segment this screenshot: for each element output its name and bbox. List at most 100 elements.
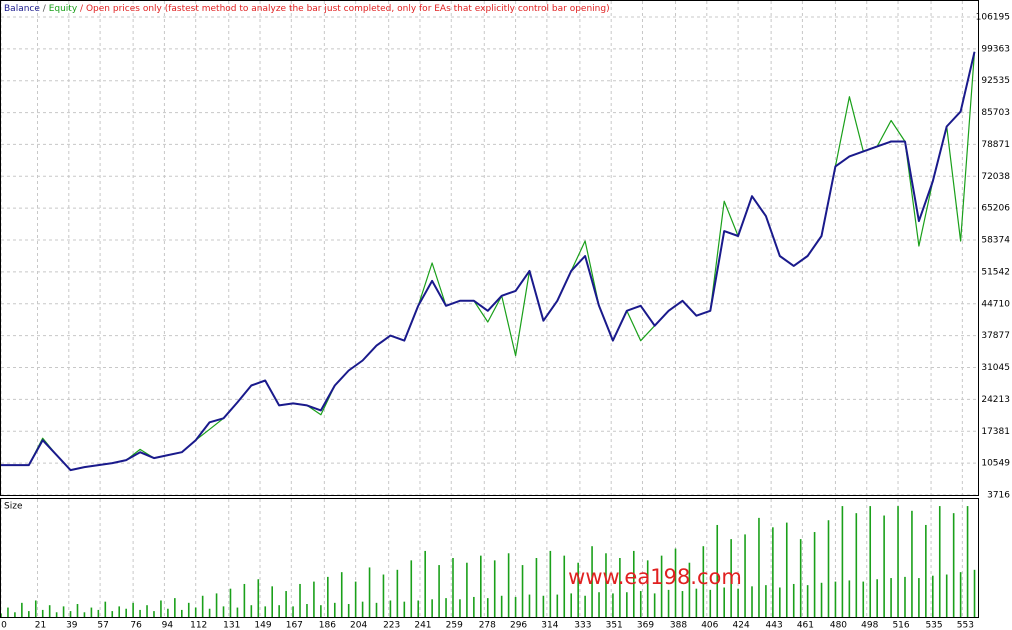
size-bar	[466, 562, 468, 617]
size-bar	[514, 596, 517, 617]
size-bar	[709, 589, 712, 617]
y-tick-label: 37877	[981, 331, 1010, 341]
size-bar	[932, 575, 934, 617]
size-bar	[723, 587, 725, 617]
size-bar	[765, 585, 767, 617]
size-frame	[0, 498, 979, 618]
size-bar	[772, 527, 774, 617]
size-bar	[619, 558, 621, 617]
size-bar	[306, 604, 308, 617]
size-bar	[243, 583, 246, 617]
legend-equity: Equity	[49, 4, 78, 14]
size-bar	[883, 515, 885, 617]
size-bar	[799, 539, 802, 617]
size-bar	[584, 595, 586, 617]
size-bar	[167, 608, 169, 617]
y-tick-label: 99363	[981, 44, 1010, 54]
x-tick-label: 39	[66, 621, 78, 630]
size-bar	[445, 598, 447, 617]
separator: /	[80, 4, 84, 14]
size-bar	[354, 581, 357, 617]
x-tick-label: 204	[350, 621, 367, 630]
y-tick-label: 51542	[981, 267, 1010, 277]
x-tick-label: 57	[97, 621, 108, 630]
size-bar	[62, 606, 65, 617]
size-bar	[347, 604, 350, 617]
size-bar	[153, 611, 155, 617]
size-bar	[855, 513, 858, 617]
size-bar	[702, 546, 705, 617]
size-bar	[925, 524, 927, 617]
y-tick-label: 65206	[981, 204, 1010, 214]
size-bar	[452, 558, 454, 617]
size-bar	[674, 548, 677, 617]
size-bar	[653, 593, 656, 617]
size-bar	[480, 555, 482, 617]
main-frame	[0, 0, 979, 496]
size-bar	[632, 550, 635, 617]
size-bar	[382, 574, 385, 617]
x-tick-label: 314	[541, 621, 558, 630]
size-bar	[333, 602, 336, 617]
size-bar	[327, 576, 329, 617]
size-bar	[187, 602, 190, 617]
size-bar	[493, 560, 496, 617]
size-bar	[834, 581, 837, 617]
size-bar	[556, 594, 559, 617]
size-bar	[890, 578, 892, 617]
size-bar	[660, 555, 663, 617]
size-bar	[626, 592, 628, 617]
size-bar	[375, 602, 378, 617]
size-bar	[222, 606, 225, 617]
size-bar	[848, 580, 851, 617]
size-bar	[7, 607, 9, 617]
x-tick-label: 333	[574, 621, 591, 630]
size-bar	[959, 572, 962, 617]
size-bar	[41, 609, 44, 617]
y-tick-label: 72038	[981, 172, 1010, 182]
y-tick-label: 10549	[981, 459, 1010, 469]
size-bar	[194, 607, 197, 617]
legend: Balance / Equity / Open prices only (fas…	[4, 4, 610, 14]
x-tick-label: 351	[606, 621, 623, 630]
x-tick-label: 76	[130, 621, 142, 630]
size-bar	[271, 586, 273, 617]
size-bar	[417, 600, 420, 617]
marks	[0, 51, 976, 617]
size-bar	[966, 506, 969, 617]
size-bar	[841, 506, 844, 617]
size-bar	[785, 522, 788, 617]
y-tick-label: 24213	[981, 395, 1010, 405]
x-tick-label: 94	[162, 621, 174, 630]
y-tick-label: 92535	[981, 76, 1010, 86]
x-tick-label: 186	[319, 621, 336, 630]
size-bar	[257, 579, 260, 617]
size-bar	[667, 589, 670, 617]
y-tick-label: 17381	[981, 427, 1010, 437]
size-bar	[563, 555, 566, 617]
size-bar	[945, 574, 948, 617]
size-bar	[806, 585, 809, 617]
size-bar	[83, 612, 86, 617]
size-bar	[285, 591, 287, 617]
size-bar	[361, 601, 364, 617]
x-tick-label: 131	[223, 621, 240, 630]
x-tick-label: 535	[925, 621, 942, 630]
size-bar	[570, 593, 573, 617]
size-bar	[396, 569, 399, 617]
size-bar	[201, 595, 204, 617]
size-bar	[90, 607, 93, 617]
size-bar	[869, 506, 872, 617]
size-bar	[744, 534, 746, 617]
y-tick-label: 44710	[981, 299, 1010, 309]
size-bar	[827, 520, 830, 617]
size-bar	[111, 611, 114, 617]
size-bar	[180, 609, 183, 617]
size-bar	[862, 581, 865, 617]
size-bar	[174, 598, 176, 617]
x-tick-label: 424	[733, 621, 750, 630]
size-bar	[820, 582, 823, 617]
size-bar	[208, 608, 211, 617]
size-bar	[521, 565, 524, 617]
x-tick-label: 480	[830, 621, 847, 630]
